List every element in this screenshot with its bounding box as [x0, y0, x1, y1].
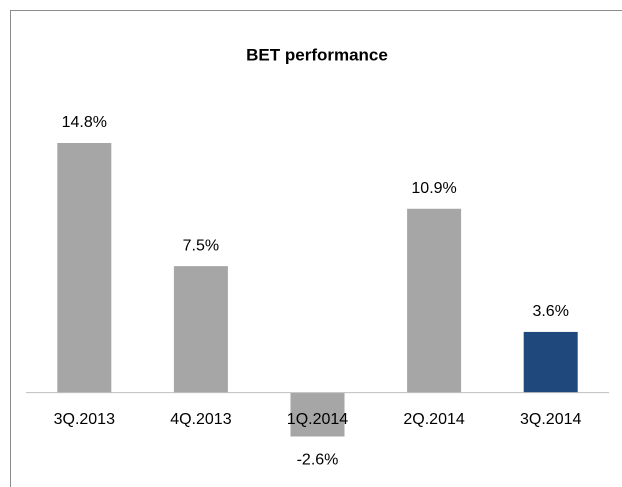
value-label: 10.9%: [411, 180, 456, 197]
value-label: 3.6%: [532, 303, 568, 320]
x-tick-label: 4Q.2013: [170, 411, 231, 428]
bar: [407, 208, 462, 393]
x-tick-label: 3Q.2013: [54, 411, 115, 428]
chart-border: [10, 10, 622, 487]
x-tick-label: 3Q.2014: [520, 411, 581, 428]
bar: [523, 331, 578, 393]
x-tick-label: 2Q.2014: [403, 411, 464, 428]
value-label: 7.5%: [183, 237, 219, 254]
bar: [173, 266, 228, 393]
value-label: 14.8%: [62, 114, 107, 131]
chart-title: BET performance: [246, 45, 388, 64]
bar: [57, 142, 112, 393]
x-tick-label: 1Q.2014: [287, 411, 348, 428]
bar: [290, 392, 345, 437]
value-label: -2.6%: [297, 452, 339, 469]
